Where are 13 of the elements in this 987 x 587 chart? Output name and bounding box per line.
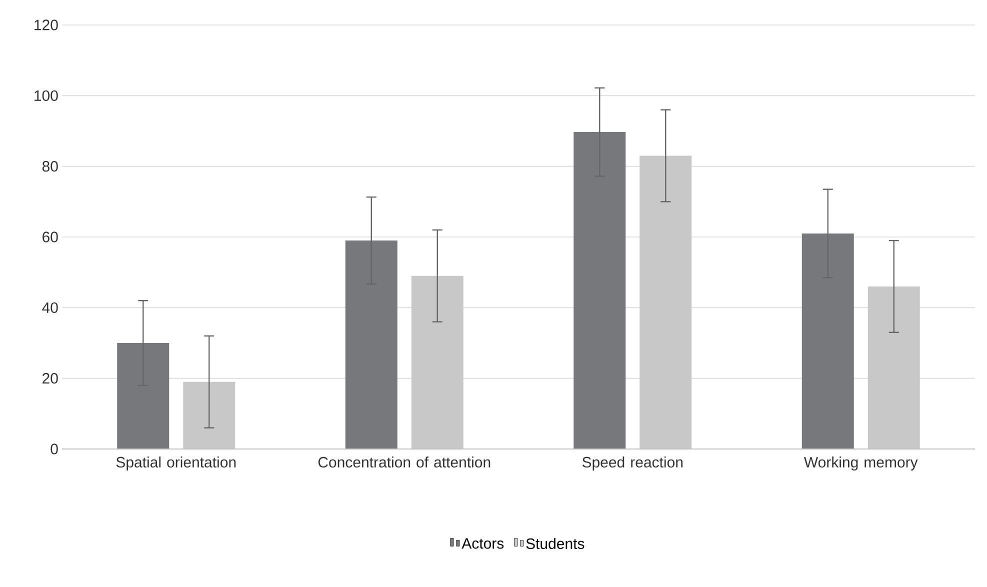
y-tick-label: 20 (42, 373, 58, 384)
y-tick-label: 0 (50, 444, 58, 454)
x-tick-label: Spatial orientation (116, 456, 236, 471)
x-tick-label: Concentration of attention (318, 456, 490, 468)
y-tick-label: 40 (42, 302, 58, 313)
legend-label: Actors (462, 538, 504, 549)
y-tick-label: 80 (42, 161, 58, 172)
legend-label: Students (526, 538, 584, 550)
y-tick-label: 60 (42, 232, 58, 242)
x-tick-label: Working memory (804, 456, 918, 471)
x-tick-label: Speed reaction (582, 456, 683, 471)
y-tick-label: 100 (34, 90, 58, 101)
y-tick-label: 120 (34, 20, 58, 30)
